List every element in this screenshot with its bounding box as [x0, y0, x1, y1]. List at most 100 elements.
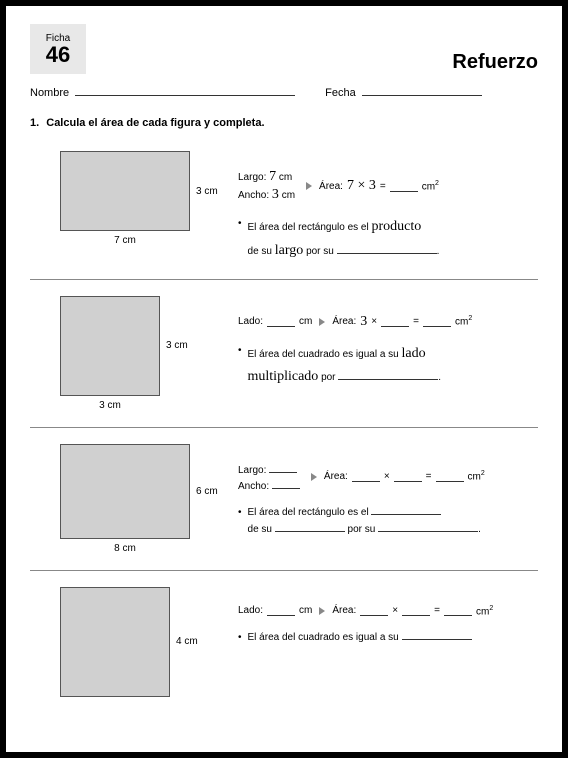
unit: cm — [279, 172, 292, 183]
side-label: 3 cm — [196, 186, 218, 197]
problem-2: 3 cm 3 cm Lado: cm Área: 3 × = cm2 • — [30, 288, 538, 428]
square-shape — [60, 296, 160, 396]
bullet-text: El área del rectángulo es el de su por s… — [248, 504, 481, 538]
bullet-row: • El área del cuadrado es igual a su — [238, 629, 538, 646]
dims-stack: Largo: Ancho: — [238, 462, 300, 492]
fill-blank[interactable] — [275, 521, 345, 532]
fill-blank[interactable] — [371, 504, 441, 515]
fill-blank[interactable] — [378, 521, 478, 532]
area-left-blank[interactable] — [352, 471, 380, 482]
bullet-text: El área del rectángulo es el producto de… — [248, 215, 440, 263]
text-col: Lado: cm Área: 3 × = cm2 • El área del c… — [238, 296, 538, 411]
ancho-label: Ancho: — [238, 190, 269, 201]
answer-blank[interactable] — [390, 181, 418, 192]
ficha-box: Ficha 46 — [30, 24, 86, 74]
instruction-text: Calcula el área de cada figura y complet… — [46, 117, 264, 129]
fill-blank[interactable] — [337, 243, 437, 254]
unit: cm — [299, 316, 312, 327]
rectangle-shape — [60, 444, 190, 539]
area-label: Área: — [319, 181, 343, 192]
text-col: Largo: Ancho: Área: × = cm2 • — [238, 444, 538, 554]
unit2: cm2 — [476, 605, 493, 617]
unit: cm — [299, 605, 312, 616]
figure-wrap: 3 cm — [60, 151, 220, 231]
area-expr: 7 × 3 — [347, 178, 376, 194]
area-label: Área: — [324, 471, 348, 482]
bullet-icon: • — [238, 629, 242, 646]
figure-col: 3 cm 7 cm — [60, 151, 220, 263]
bullet-row: • El área del cuadrado es igual a su lad… — [238, 342, 538, 390]
ficha-number: 46 — [46, 44, 70, 66]
answer-blank[interactable] — [423, 316, 451, 327]
bullet-icon: • — [238, 215, 242, 263]
triangle-icon — [311, 473, 317, 481]
fecha-input-line[interactable] — [362, 84, 482, 96]
answer-blank[interactable] — [444, 605, 472, 616]
ancho-blank[interactable] — [272, 478, 300, 489]
mult: × — [371, 316, 377, 327]
mult: × — [384, 471, 390, 482]
fecha-label: Fecha — [325, 87, 356, 99]
bullet-row: • El área del rectángulo es el de su por… — [238, 504, 538, 538]
lado-blank[interactable] — [267, 316, 295, 327]
bottom-label: 3 cm — [60, 400, 160, 411]
text-col: Largo: 7 cm Ancho: 3 cm Área: 7 × 3 = cm… — [238, 151, 538, 263]
dims-row: Lado: cm Área: × = cm2 — [238, 605, 538, 617]
area-left-blank[interactable] — [360, 605, 388, 616]
triangle-icon — [319, 318, 325, 326]
lado-blank[interactable] — [267, 605, 295, 616]
dims-row: Largo: Ancho: Área: × = cm2 — [238, 462, 538, 492]
figure-col: 4 cm — [60, 587, 220, 697]
figure-col: 3 cm 3 cm — [60, 296, 220, 411]
nombre-label: Nombre — [30, 87, 69, 99]
problem-1: 3 cm 7 cm Largo: 7 cm Ancho: 3 cm — [30, 143, 538, 280]
largo-blank[interactable] — [269, 462, 297, 473]
bullet-icon: • — [238, 342, 242, 390]
area-label: Área: — [332, 605, 356, 616]
nombre-input-line[interactable] — [75, 84, 295, 96]
dims-row: Largo: 7 cm Ancho: 3 cm Área: 7 × 3 = cm… — [238, 169, 538, 203]
equals: = — [426, 471, 432, 482]
problem-3: 6 cm 8 cm Largo: Ancho: Área: — [30, 436, 538, 571]
instruction: 1. Calcula el área de cada figura y comp… — [30, 117, 538, 129]
fecha-field: Fecha — [325, 84, 482, 99]
triangle-icon — [306, 182, 312, 190]
unit2: cm2 — [455, 315, 472, 327]
bottom-label: 7 cm — [60, 235, 190, 246]
header: Ficha 46 Refuerzo — [30, 24, 538, 74]
bullet-text: El área del cuadrado es igual a su — [248, 629, 472, 646]
figure-wrap: 3 cm — [60, 296, 220, 396]
area-right-blank[interactable] — [394, 471, 422, 482]
area-label: Área: — [332, 316, 356, 327]
equals: = — [413, 316, 419, 327]
largo-value: 7 — [269, 169, 276, 184]
page-title: Refuerzo — [452, 51, 538, 74]
mult: × — [392, 605, 398, 616]
equals: = — [380, 181, 386, 192]
equals: = — [434, 605, 440, 616]
bullet-icon: • — [238, 504, 242, 538]
answer-blank[interactable] — [436, 471, 464, 482]
mult-blank[interactable] — [381, 316, 409, 327]
name-date-row: Nombre Fecha — [30, 84, 538, 99]
unit: cm — [282, 190, 295, 201]
fill-blank[interactable] — [338, 369, 438, 380]
figure-wrap: 4 cm — [60, 587, 220, 697]
instruction-number: 1. — [30, 117, 39, 129]
bullet-row: • El área del rectángulo es el producto … — [238, 215, 538, 263]
side-label: 4 cm — [176, 636, 198, 647]
nombre-field: Nombre — [30, 84, 295, 99]
bullet-text: El área del cuadrado es igual a su lado … — [248, 342, 442, 390]
lado-label: Lado: — [238, 605, 263, 616]
figure-wrap: 6 cm — [60, 444, 220, 539]
area-right-blank[interactable] — [402, 605, 430, 616]
bottom-label: 8 cm — [60, 543, 190, 554]
triangle-icon — [319, 607, 325, 615]
unit2: cm2 — [468, 470, 485, 482]
ancho-label: Ancho: — [238, 481, 269, 492]
dims-row: Lado: cm Área: 3 × = cm2 — [238, 314, 538, 330]
unit2: cm2 — [422, 180, 439, 192]
fill-blank[interactable] — [402, 629, 472, 640]
square-shape — [60, 587, 170, 697]
ancho-value: 3 — [272, 187, 279, 202]
